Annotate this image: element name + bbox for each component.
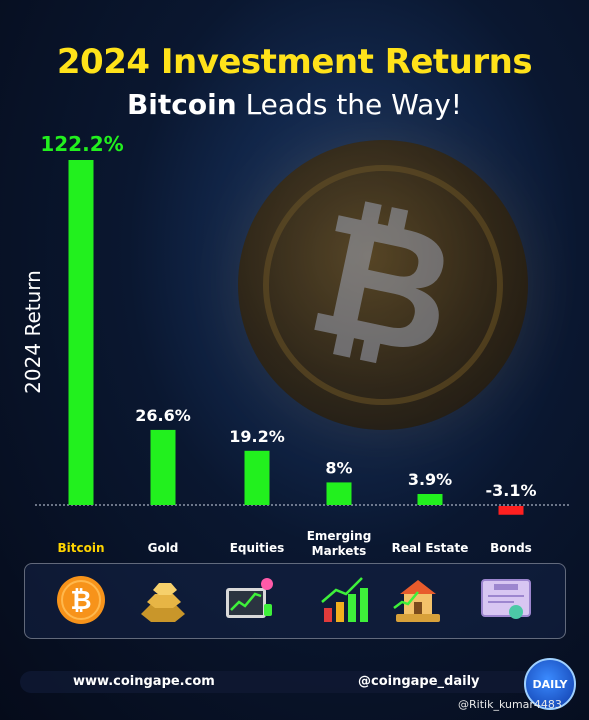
stock-chart-icon	[226, 578, 273, 618]
coingape-daily-badge: DAILY	[524, 658, 576, 710]
data-label-emerging-markets: 8%	[325, 458, 352, 477]
background-bitcoin-coin: ₿	[238, 140, 528, 430]
bar-emerging-markets	[326, 482, 352, 505]
data-label-real-estate: 3.9%	[408, 470, 452, 489]
footer-bar: www.coingape.com @coingape_daily	[20, 671, 540, 693]
category-label-real-estate: Real Estate	[391, 541, 469, 555]
data-label-gold: 26.6%	[135, 406, 191, 425]
icon-panel	[24, 563, 566, 639]
bond-certificate-icon	[481, 579, 531, 619]
category-label-emerging-markets: Emerging Markets	[306, 529, 372, 558]
data-label-equities: 19.2%	[229, 427, 285, 446]
bar-bonds	[498, 506, 524, 515]
subtitle-bold: Bitcoin	[126, 88, 237, 121]
page-subtitle: Bitcoin Leads the Way!	[0, 88, 589, 121]
page-title: 2024 Investment Returns	[56, 42, 533, 82]
category-label-equities: Equities	[229, 541, 285, 555]
subtitle-rest: Leads the Way!	[236, 88, 463, 121]
bar-bitcoin	[68, 160, 94, 505]
category-label-bonds: Bonds	[490, 541, 532, 555]
house-growth-icon	[393, 580, 440, 622]
bar-gold	[150, 429, 176, 505]
footer-handle[interactable]: @coingape_daily	[358, 674, 480, 689]
watermark-text: @Ritik_kumar4483	[458, 698, 562, 711]
data-label-bitcoin: 122.2%	[40, 132, 123, 156]
bar-equities	[244, 450, 270, 505]
gold-bars-icon	[141, 583, 185, 622]
svg-text:₿: ₿	[70, 586, 91, 616]
coin-rim	[263, 165, 503, 405]
bitcoin-coin-icon: ₿	[57, 576, 105, 624]
rising-bars-icon	[321, 577, 368, 622]
category-label-gold: Gold	[147, 541, 179, 555]
data-label-bonds: -3.1%	[485, 481, 536, 500]
bar-real-estate	[417, 493, 443, 505]
category-label-bitcoin: Bitcoin	[57, 541, 105, 555]
footer-website[interactable]: www.coingape.com	[73, 674, 215, 689]
